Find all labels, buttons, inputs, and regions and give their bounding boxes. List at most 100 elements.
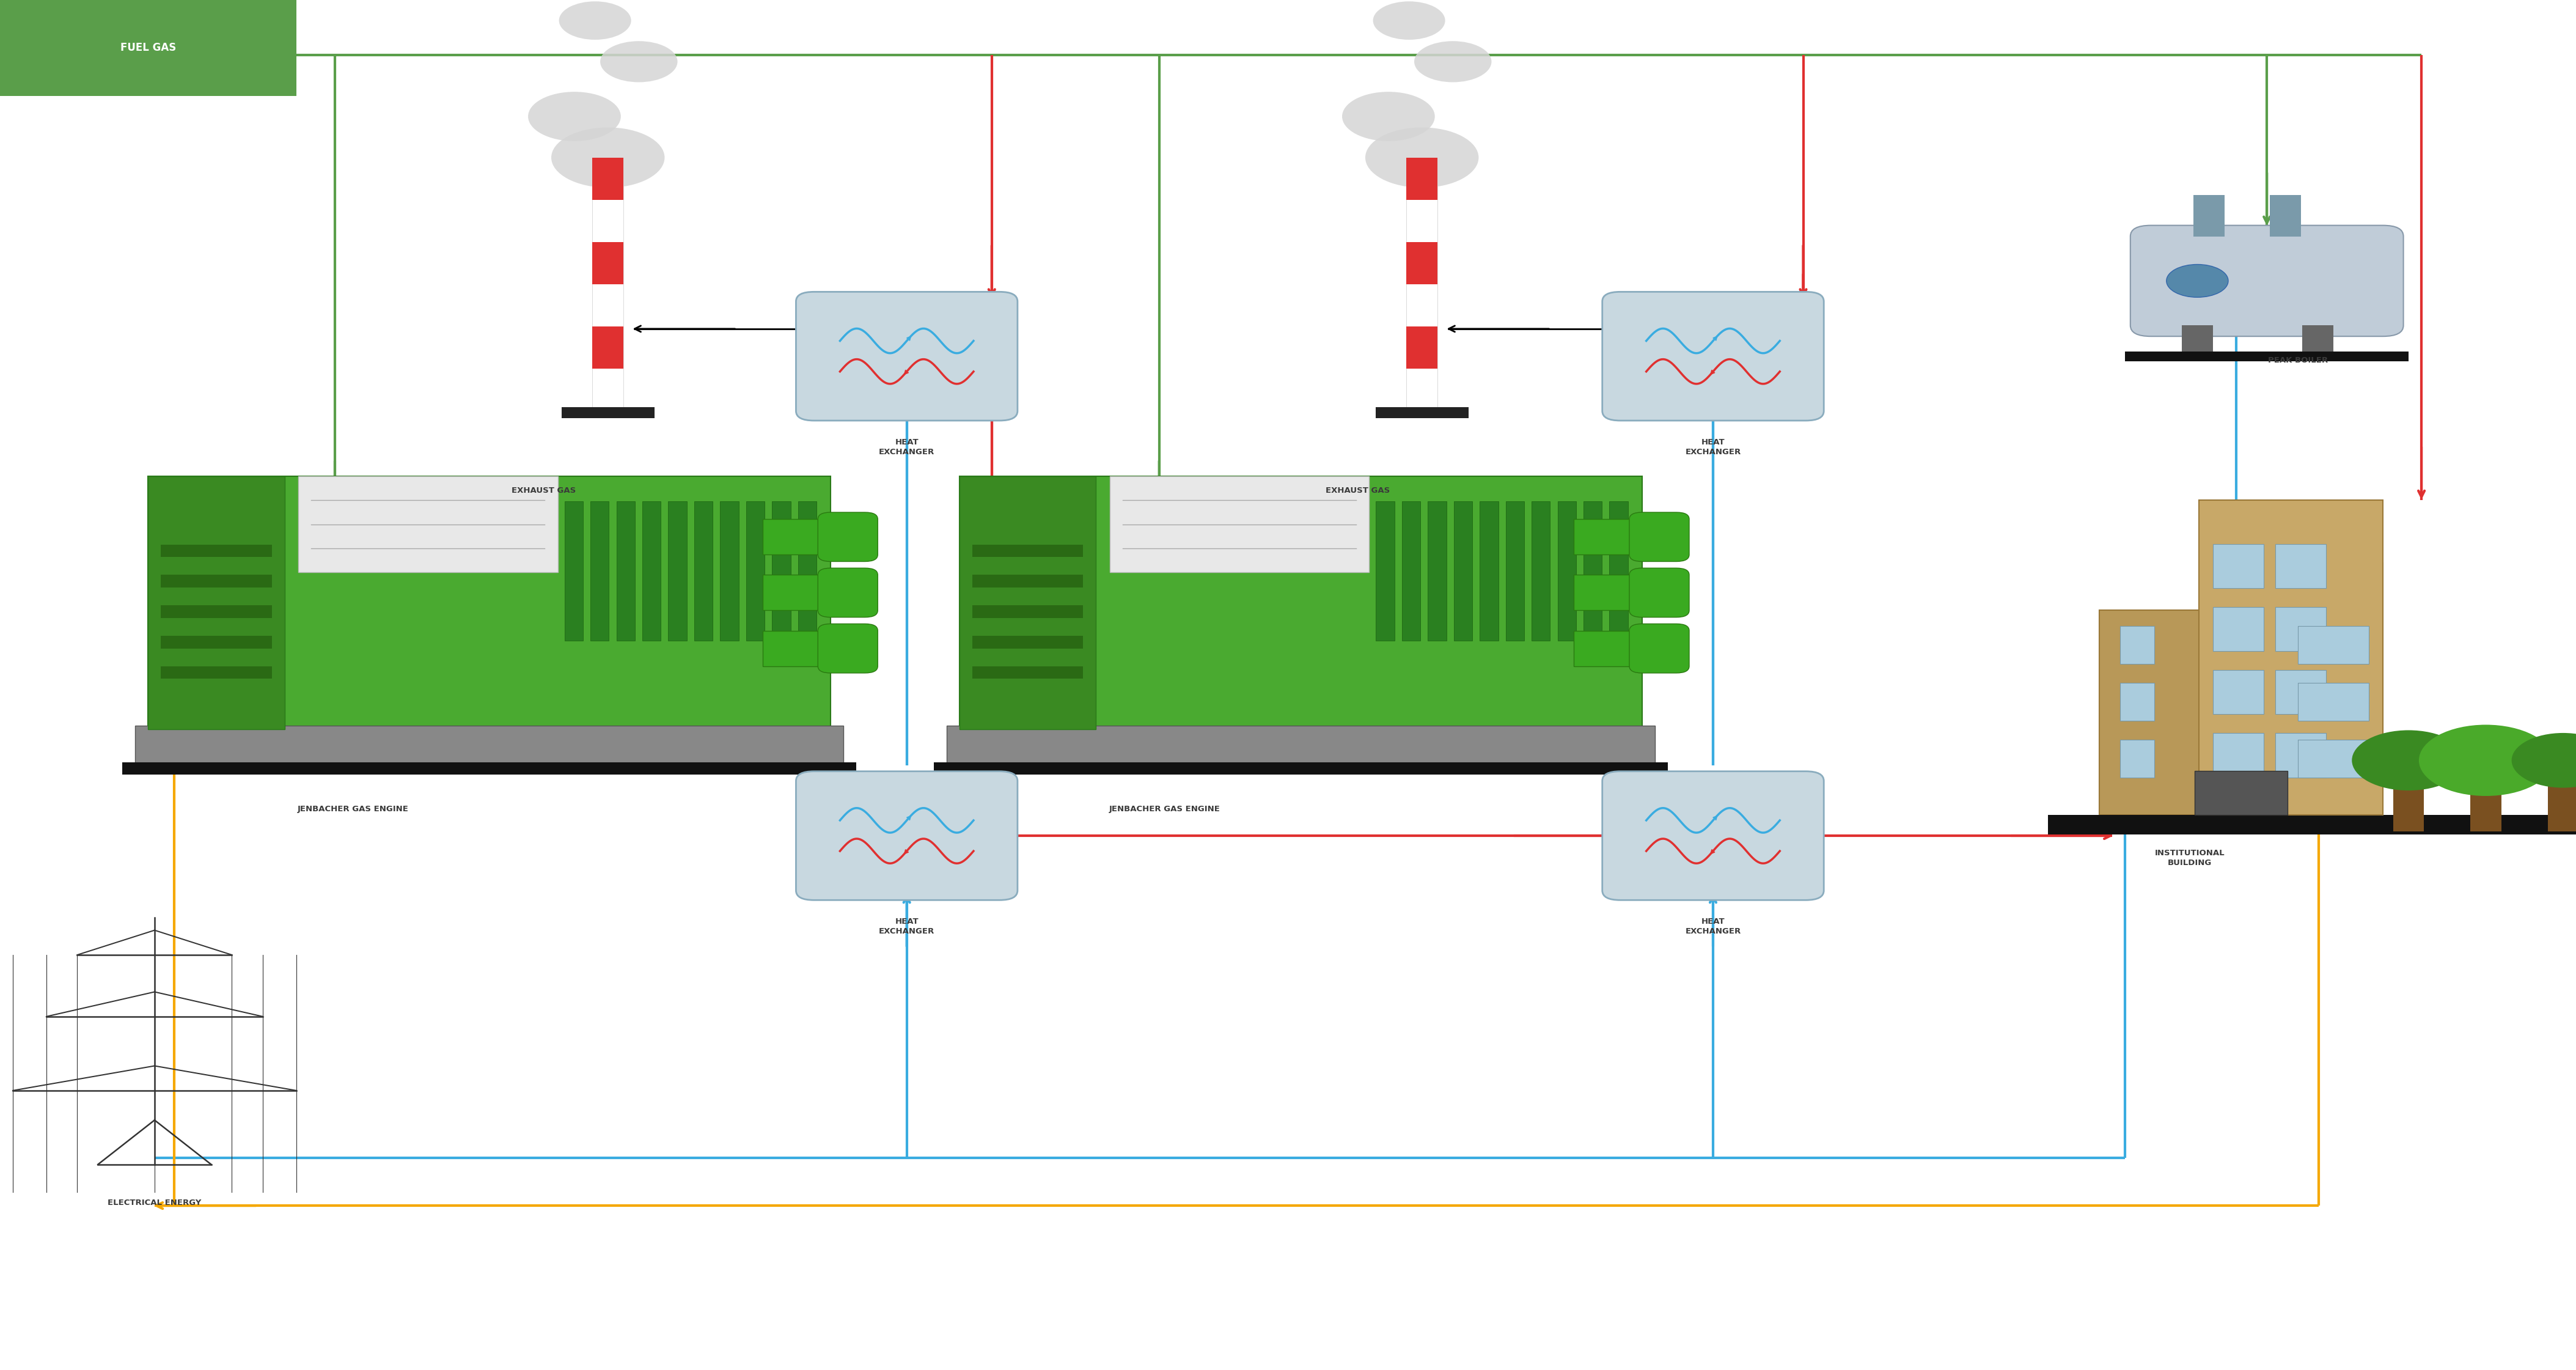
Circle shape: [2352, 730, 2465, 790]
Circle shape: [528, 92, 621, 141]
Text: EXHAUST GAS: EXHAUST GAS: [1327, 486, 1388, 495]
Bar: [773, 501, 791, 641]
Bar: [2293, 563, 2383, 815]
Bar: [160, 636, 270, 648]
Bar: [2213, 670, 2264, 714]
Bar: [2120, 740, 2154, 777]
Bar: [299, 475, 559, 573]
Bar: [2195, 196, 2226, 236]
Bar: [1376, 407, 1468, 418]
Bar: [799, 501, 817, 641]
Bar: [592, 326, 623, 369]
Bar: [2298, 626, 2370, 664]
Bar: [1406, 242, 1437, 285]
FancyBboxPatch shape: [1628, 512, 1690, 562]
Bar: [134, 725, 842, 764]
Bar: [2303, 325, 2334, 355]
FancyBboxPatch shape: [2130, 225, 2403, 336]
Bar: [0, 0, 296, 96]
Bar: [2275, 544, 2326, 588]
Bar: [2125, 351, 2409, 360]
FancyBboxPatch shape: [1602, 292, 1824, 421]
Bar: [2048, 815, 2576, 834]
Circle shape: [2166, 264, 2228, 297]
Bar: [2393, 777, 2424, 832]
Circle shape: [1342, 92, 1435, 141]
Bar: [1533, 501, 1551, 641]
Bar: [948, 725, 1656, 764]
FancyBboxPatch shape: [819, 569, 878, 618]
Bar: [1558, 501, 1577, 641]
Bar: [2182, 325, 2213, 355]
Bar: [2120, 682, 2154, 721]
Bar: [1507, 501, 1525, 641]
Bar: [747, 501, 765, 641]
Text: EXHAUST GAS: EXHAUST GAS: [513, 486, 574, 495]
Bar: [971, 636, 1082, 648]
Bar: [1406, 158, 1437, 411]
Bar: [1479, 501, 1499, 641]
Bar: [2213, 733, 2264, 777]
Bar: [696, 501, 714, 641]
Bar: [971, 606, 1082, 618]
Circle shape: [2512, 733, 2576, 788]
Bar: [160, 575, 270, 588]
Bar: [1453, 501, 1473, 641]
Bar: [1610, 501, 1628, 641]
Bar: [2298, 740, 2370, 777]
Bar: [971, 544, 1082, 558]
Bar: [592, 242, 623, 285]
Bar: [971, 575, 1082, 588]
Bar: [2275, 607, 2326, 651]
Bar: [147, 477, 283, 729]
Bar: [762, 630, 829, 666]
Text: HEAT
EXCHANGER: HEAT EXCHANGER: [878, 438, 935, 456]
Bar: [616, 501, 634, 641]
Bar: [667, 501, 688, 641]
Text: INSTITUTIONAL
BUILDING: INSTITUTIONAL BUILDING: [2154, 849, 2226, 867]
Bar: [1406, 326, 1437, 369]
Circle shape: [1373, 1, 1445, 40]
Bar: [1574, 630, 1641, 666]
FancyBboxPatch shape: [1602, 771, 1824, 900]
Circle shape: [600, 41, 677, 82]
FancyBboxPatch shape: [1628, 623, 1690, 673]
FancyBboxPatch shape: [819, 512, 878, 562]
Bar: [2213, 544, 2264, 588]
Bar: [2275, 670, 2326, 714]
Bar: [762, 519, 829, 555]
Circle shape: [551, 127, 665, 188]
Bar: [762, 575, 829, 611]
Bar: [2099, 611, 2208, 815]
Bar: [933, 762, 1667, 775]
Bar: [562, 407, 654, 418]
Text: PEAK BOILER: PEAK BOILER: [2267, 356, 2329, 364]
Bar: [160, 666, 270, 678]
FancyBboxPatch shape: [819, 623, 878, 673]
Bar: [958, 477, 1643, 729]
Text: HEAT
EXCHANGER: HEAT EXCHANGER: [878, 918, 935, 936]
Bar: [147, 477, 829, 729]
Bar: [971, 666, 1082, 678]
Bar: [1574, 575, 1641, 611]
Text: ELECTRICAL ENERGY: ELECTRICAL ENERGY: [108, 1199, 201, 1207]
Bar: [592, 158, 623, 411]
Bar: [1574, 519, 1641, 555]
Bar: [641, 501, 662, 641]
Bar: [2120, 626, 2154, 664]
Bar: [958, 477, 1097, 729]
Bar: [2548, 777, 2576, 832]
Bar: [564, 501, 582, 641]
Bar: [121, 762, 855, 775]
Bar: [1584, 501, 1602, 641]
Bar: [1401, 501, 1419, 641]
Bar: [2470, 777, 2501, 832]
Bar: [2298, 682, 2370, 721]
Bar: [2269, 196, 2300, 236]
Circle shape: [1365, 127, 1479, 188]
Bar: [2197, 500, 2383, 815]
Text: HEAT
EXCHANGER: HEAT EXCHANGER: [1685, 438, 1741, 456]
FancyBboxPatch shape: [1628, 569, 1690, 618]
Circle shape: [2419, 725, 2553, 796]
Text: JENBACHER GAS ENGINE: JENBACHER GAS ENGINE: [1108, 806, 1221, 812]
